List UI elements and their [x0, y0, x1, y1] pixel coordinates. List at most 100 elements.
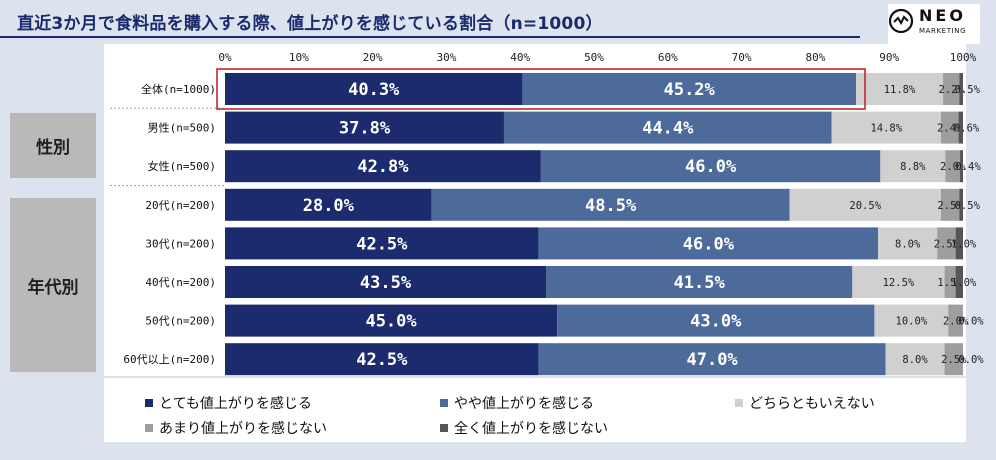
data-label: 41.5%	[674, 273, 726, 293]
bar-segment	[789, 188, 941, 221]
x-tick-label: 0%	[218, 51, 232, 64]
bar-segment	[955, 227, 963, 260]
bar-segment	[503, 111, 832, 144]
data-label: 20.5%	[849, 200, 881, 212]
logo-mark-icon	[888, 8, 914, 34]
data-label: 43.0%	[690, 312, 742, 332]
data-label: 47.0%	[686, 350, 738, 370]
bar-segment	[885, 343, 945, 376]
x-tick-label: 20%	[363, 51, 383, 64]
data-label: 0.0%	[958, 316, 984, 328]
data-label: 2.0%	[943, 316, 969, 328]
bar-segment	[538, 227, 879, 260]
legend-swatch	[145, 424, 153, 432]
data-label: 8.0%	[895, 238, 921, 250]
chart-title: 直近3か月で食料品を購入する際、値上がりを感じている割合（n=1000）	[17, 14, 603, 34]
x-tick-label: 100%	[950, 51, 977, 64]
bar-segment	[944, 266, 956, 298]
bar-segment	[948, 304, 963, 337]
bar-segment	[538, 343, 886, 376]
data-label: 12.5%	[883, 277, 915, 289]
x-tick-label: 50%	[584, 51, 604, 64]
data-label: 2.0%	[940, 161, 966, 173]
data-label: 46.0%	[683, 234, 735, 254]
legend-label: やや値上がりを感じる	[454, 396, 594, 412]
data-label: 43.5%	[360, 273, 412, 293]
bar-segment	[940, 188, 960, 221]
bar-segment	[225, 188, 432, 221]
bar-segment	[874, 304, 949, 337]
logo-text: NEO	[919, 6, 966, 25]
data-label: 0.5%	[955, 200, 981, 212]
bar-segment	[546, 266, 853, 298]
bar-segment	[225, 343, 539, 376]
bar-segment	[225, 266, 547, 298]
bar-segment	[557, 304, 875, 337]
bar-segment	[958, 111, 963, 144]
data-label: 0.6%	[954, 123, 980, 135]
data-label: 40.3%	[348, 80, 400, 100]
data-label: 0.5%	[955, 84, 981, 96]
legend-label: 全く値上がりを感じない	[454, 421, 608, 437]
category-label: 女性(n=500)	[148, 159, 216, 173]
data-label: 37.8%	[339, 119, 391, 139]
category-label: 30代(n=200)	[145, 237, 216, 250]
data-label: 2.5%	[937, 200, 963, 212]
data-label: 45.2%	[664, 80, 716, 100]
legend-panel	[104, 378, 966, 442]
bar-segment	[225, 227, 539, 260]
legend-swatch	[440, 424, 448, 432]
data-label: 42.8%	[357, 157, 409, 177]
data-label: 48.5%	[585, 196, 637, 216]
group-label-age: 年代別	[10, 198, 96, 372]
data-label: 8.8%	[900, 161, 926, 173]
legend-swatch	[735, 399, 743, 407]
category-label: 40代(n=200)	[145, 276, 216, 289]
x-tick-label: 60%	[658, 51, 678, 64]
legend-item: やや値上がりを感じる	[440, 393, 594, 413]
logo-subtext: MARKETING	[919, 27, 967, 35]
bar-segment	[943, 73, 960, 105]
data-label: 0.0%	[958, 354, 984, 366]
data-label: 2.5%	[941, 354, 967, 366]
data-label: 2.2%	[939, 84, 965, 96]
bar-segment	[960, 150, 963, 183]
group-label-gender: 性別	[10, 113, 96, 178]
bar-segment	[955, 266, 963, 298]
legend-item: どちらともいえない	[735, 393, 875, 413]
data-label: 8.0%	[902, 354, 928, 366]
bar-segment	[225, 111, 504, 144]
x-tick-label: 90%	[879, 51, 899, 64]
bar-segment	[878, 227, 938, 260]
bar-segment	[540, 150, 881, 183]
data-label: 1.0%	[951, 238, 977, 250]
legend-item: とても値上がりを感じる	[145, 393, 312, 413]
legend-swatch	[145, 399, 153, 407]
legend-swatch	[440, 399, 448, 407]
title-underline	[0, 36, 860, 38]
bar-segment	[225, 304, 558, 337]
legend-label: あまり値上がりを感じない	[159, 421, 327, 437]
category-label: 50代(n=200)	[145, 315, 216, 328]
data-label: 0.4%	[955, 161, 981, 173]
data-label: 42.5%	[356, 234, 408, 254]
neo-marketing-logo: NEO MARKETING	[888, 4, 980, 44]
category-label: 60代以上(n=200)	[123, 353, 216, 366]
bar-segment	[959, 73, 963, 105]
data-label: 1.0%	[951, 277, 977, 289]
category-label: 男性(n=500)	[148, 121, 216, 135]
legend-label: どちらともいえない	[749, 396, 875, 412]
data-label: 46.0%	[685, 157, 737, 177]
bar-segment	[940, 111, 959, 144]
bar-segment	[880, 150, 946, 183]
data-label: 11.8%	[884, 84, 916, 96]
bar-segment	[944, 343, 963, 376]
bar-segment	[225, 73, 523, 105]
x-tick-label: 70%	[732, 51, 752, 64]
bar-segment	[831, 111, 941, 144]
data-label: 28.0%	[303, 196, 355, 216]
data-label: 45.0%	[365, 312, 417, 332]
data-label: 2.5%	[934, 238, 960, 250]
x-tick-label: 40%	[510, 51, 530, 64]
